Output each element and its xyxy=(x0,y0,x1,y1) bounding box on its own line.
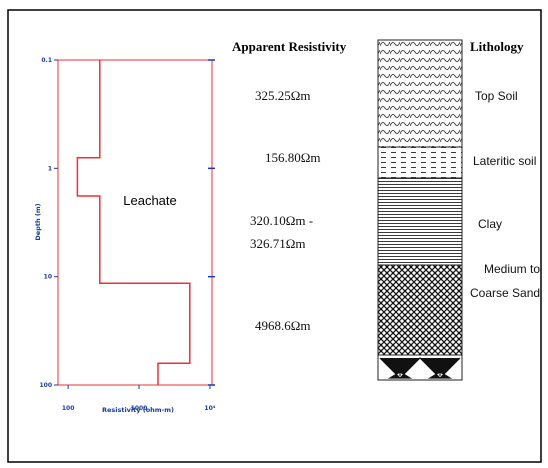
y-tick-label: 0.1 xyxy=(41,57,52,64)
x-tick-label: 1000 xyxy=(131,405,148,412)
y-tick-label: 10 xyxy=(44,274,52,281)
resistivity-value: 326.71Ωm xyxy=(250,236,306,251)
resistivity-value: 4968.6Ωm xyxy=(255,318,311,333)
lithology-label: Medium to xyxy=(484,262,540,276)
y-tick-label: 100 xyxy=(39,382,52,389)
resistivity-line xyxy=(76,60,191,385)
resistivity-header: Apparent Resistivity xyxy=(232,39,347,54)
layer-top-soil xyxy=(377,39,463,148)
lithology-header: Lithology xyxy=(470,39,524,54)
lithology-label: Lateritic soil xyxy=(473,154,536,168)
y-tick-label: 1 xyxy=(48,165,52,172)
annotation: Leachate xyxy=(123,193,177,208)
base-arrows xyxy=(379,357,461,379)
lithology-label: Top Soil xyxy=(475,89,518,103)
lithology-label: Clay xyxy=(478,217,502,231)
x-tick-label: 100 xyxy=(62,405,75,412)
y-axis-label: Depth (m) xyxy=(34,203,42,240)
lithology-column xyxy=(377,39,463,381)
plot-frame xyxy=(57,59,213,386)
layer-sand xyxy=(377,264,463,356)
layer-lateritic xyxy=(377,146,463,179)
figure-border xyxy=(7,9,542,463)
resistivity-value: 156.80Ωm xyxy=(265,150,321,165)
lithology-label: Coarse Sand xyxy=(470,286,540,300)
x-axis-label: Resistivity (ohm-m) xyxy=(102,406,174,414)
resistivity-value: 320.10Ωm - xyxy=(250,213,313,228)
x-tick-label: 10⁴ xyxy=(204,405,215,412)
layer-clay xyxy=(377,177,463,266)
resistivity-value: 325.25Ωm xyxy=(255,88,311,103)
